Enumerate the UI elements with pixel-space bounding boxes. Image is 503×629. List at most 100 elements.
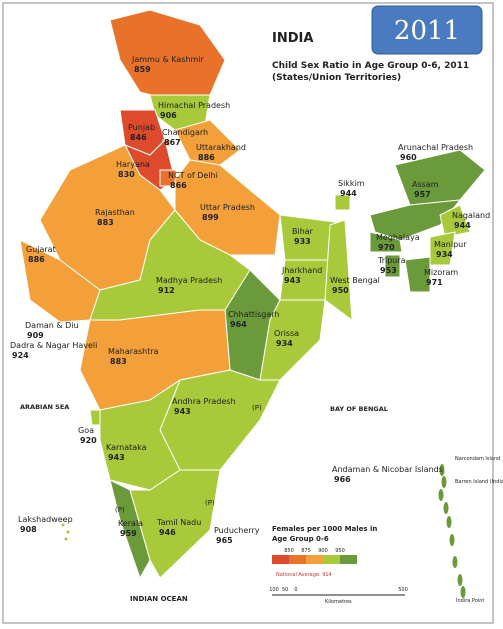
region-value: 966: [334, 475, 351, 484]
year-badge-text: 2011: [394, 16, 460, 46]
region: [369, 231, 403, 253]
island: [64, 537, 68, 541]
region-name: Bihar: [292, 227, 314, 236]
region-value: 899: [202, 213, 219, 222]
region: [439, 204, 471, 238]
region-value: 886: [198, 153, 215, 162]
region-value: 846: [130, 133, 147, 142]
region-name: Andhra Pradesh: [172, 397, 236, 406]
region-name: Kerala: [118, 519, 143, 528]
region-name: Haryana: [116, 160, 150, 169]
legend-swatch: [306, 555, 323, 564]
note: INDIAN OCEAN: [130, 595, 188, 603]
legend-swatch: [340, 555, 357, 564]
region-value: 943: [108, 453, 125, 462]
region-value: 934: [276, 339, 293, 348]
region: [324, 219, 353, 322]
island: [66, 530, 70, 534]
region-value: 920: [80, 436, 97, 445]
region-value: 859: [134, 65, 151, 74]
region-value: 883: [110, 357, 127, 366]
legend-break: 850: [284, 548, 294, 554]
subtitle: Child Sex Ratio in Age Group 0-6, 2011: [272, 61, 469, 71]
legend-break: 900: [318, 548, 328, 554]
region-name: Arunachal Pradesh: [398, 143, 473, 152]
island: [439, 464, 445, 476]
region-value: 908: [20, 525, 37, 534]
legend-average: National Average: 914: [276, 572, 332, 578]
region-name: Chhattisgarh: [228, 310, 280, 319]
legend-swatch: [323, 555, 340, 564]
region-value: 830: [118, 170, 135, 179]
legend-title: Age Group 0-6: [272, 535, 329, 543]
region-name: NCT of Delhi: [168, 171, 218, 180]
legend-break: 950: [335, 548, 345, 554]
region: [109, 479, 151, 580]
note: ARABIAN SEA: [20, 403, 69, 411]
region-name: Jammu & Kashmir: [131, 55, 205, 64]
region-value: 960: [400, 153, 417, 162]
scale-unit: Kilometres: [325, 599, 352, 605]
note: (P): [205, 499, 215, 507]
region-name: Mizoram: [424, 268, 458, 277]
region: [369, 199, 462, 241]
region-name: Daman & Diu: [25, 321, 79, 330]
region-name: Chandigarh: [162, 128, 208, 137]
region-name: Orissa: [274, 329, 299, 338]
region-name: Lakshadweep: [18, 515, 73, 524]
region-name: Tripura: [377, 256, 406, 265]
note: (P): [252, 404, 262, 412]
scale-label: 0: [294, 587, 297, 593]
island: [446, 516, 452, 528]
region-value: 867: [164, 138, 181, 147]
legend-break: 875: [301, 548, 311, 554]
region-value: 906: [160, 111, 177, 120]
note: (P): [115, 506, 125, 514]
region-name: Madhya Pradesh: [156, 276, 222, 285]
region-value: 944: [454, 221, 471, 230]
region-value: 909: [27, 331, 44, 340]
region: [174, 119, 241, 166]
region-name: Jharkhand: [281, 266, 322, 275]
island: [449, 534, 455, 546]
region: [384, 254, 401, 278]
island: [441, 476, 447, 488]
note: Indira Point: [456, 598, 484, 604]
region-name: Puducherry: [214, 526, 260, 535]
region-name: Punjab: [128, 123, 155, 132]
note: Barren Island (India): [455, 479, 503, 485]
island: [61, 523, 65, 527]
region-value: 959: [120, 529, 137, 538]
region-value: 953: [380, 266, 397, 275]
region-name: Himachal Pradesh: [158, 101, 230, 110]
region-value: 957: [414, 190, 431, 199]
legend-swatch: [272, 555, 289, 564]
legend: Females per 1000 Males in Age Group 0-6 85…: [269, 525, 408, 605]
scale-label: 500: [398, 587, 408, 593]
island: [460, 586, 466, 598]
regions: [19, 9, 486, 598]
region-name: West Bengal: [330, 276, 380, 285]
region-value: 933: [294, 237, 311, 246]
island: [452, 556, 458, 568]
region-name: Manipur: [434, 240, 467, 249]
region-name: Gujarat: [26, 245, 56, 254]
frame: [2, 2, 494, 624]
island: [457, 574, 463, 586]
island: [438, 489, 444, 501]
region-name: Assam: [412, 180, 439, 189]
region-name: Nagaland: [452, 211, 490, 220]
region-value: 934: [436, 250, 453, 259]
region-name: Uttar Pradesh: [200, 203, 255, 212]
region-value: 965: [216, 536, 233, 545]
year-badge: [371, 5, 483, 55]
region: [404, 256, 431, 293]
region-name: Maharashtra: [108, 347, 159, 356]
region-value: 883: [97, 218, 114, 227]
region-name: Dadra & Nagar Haveli: [10, 341, 97, 350]
region: [334, 194, 351, 211]
scale-label: 100: [269, 587, 279, 593]
region-value: 912: [158, 286, 175, 295]
